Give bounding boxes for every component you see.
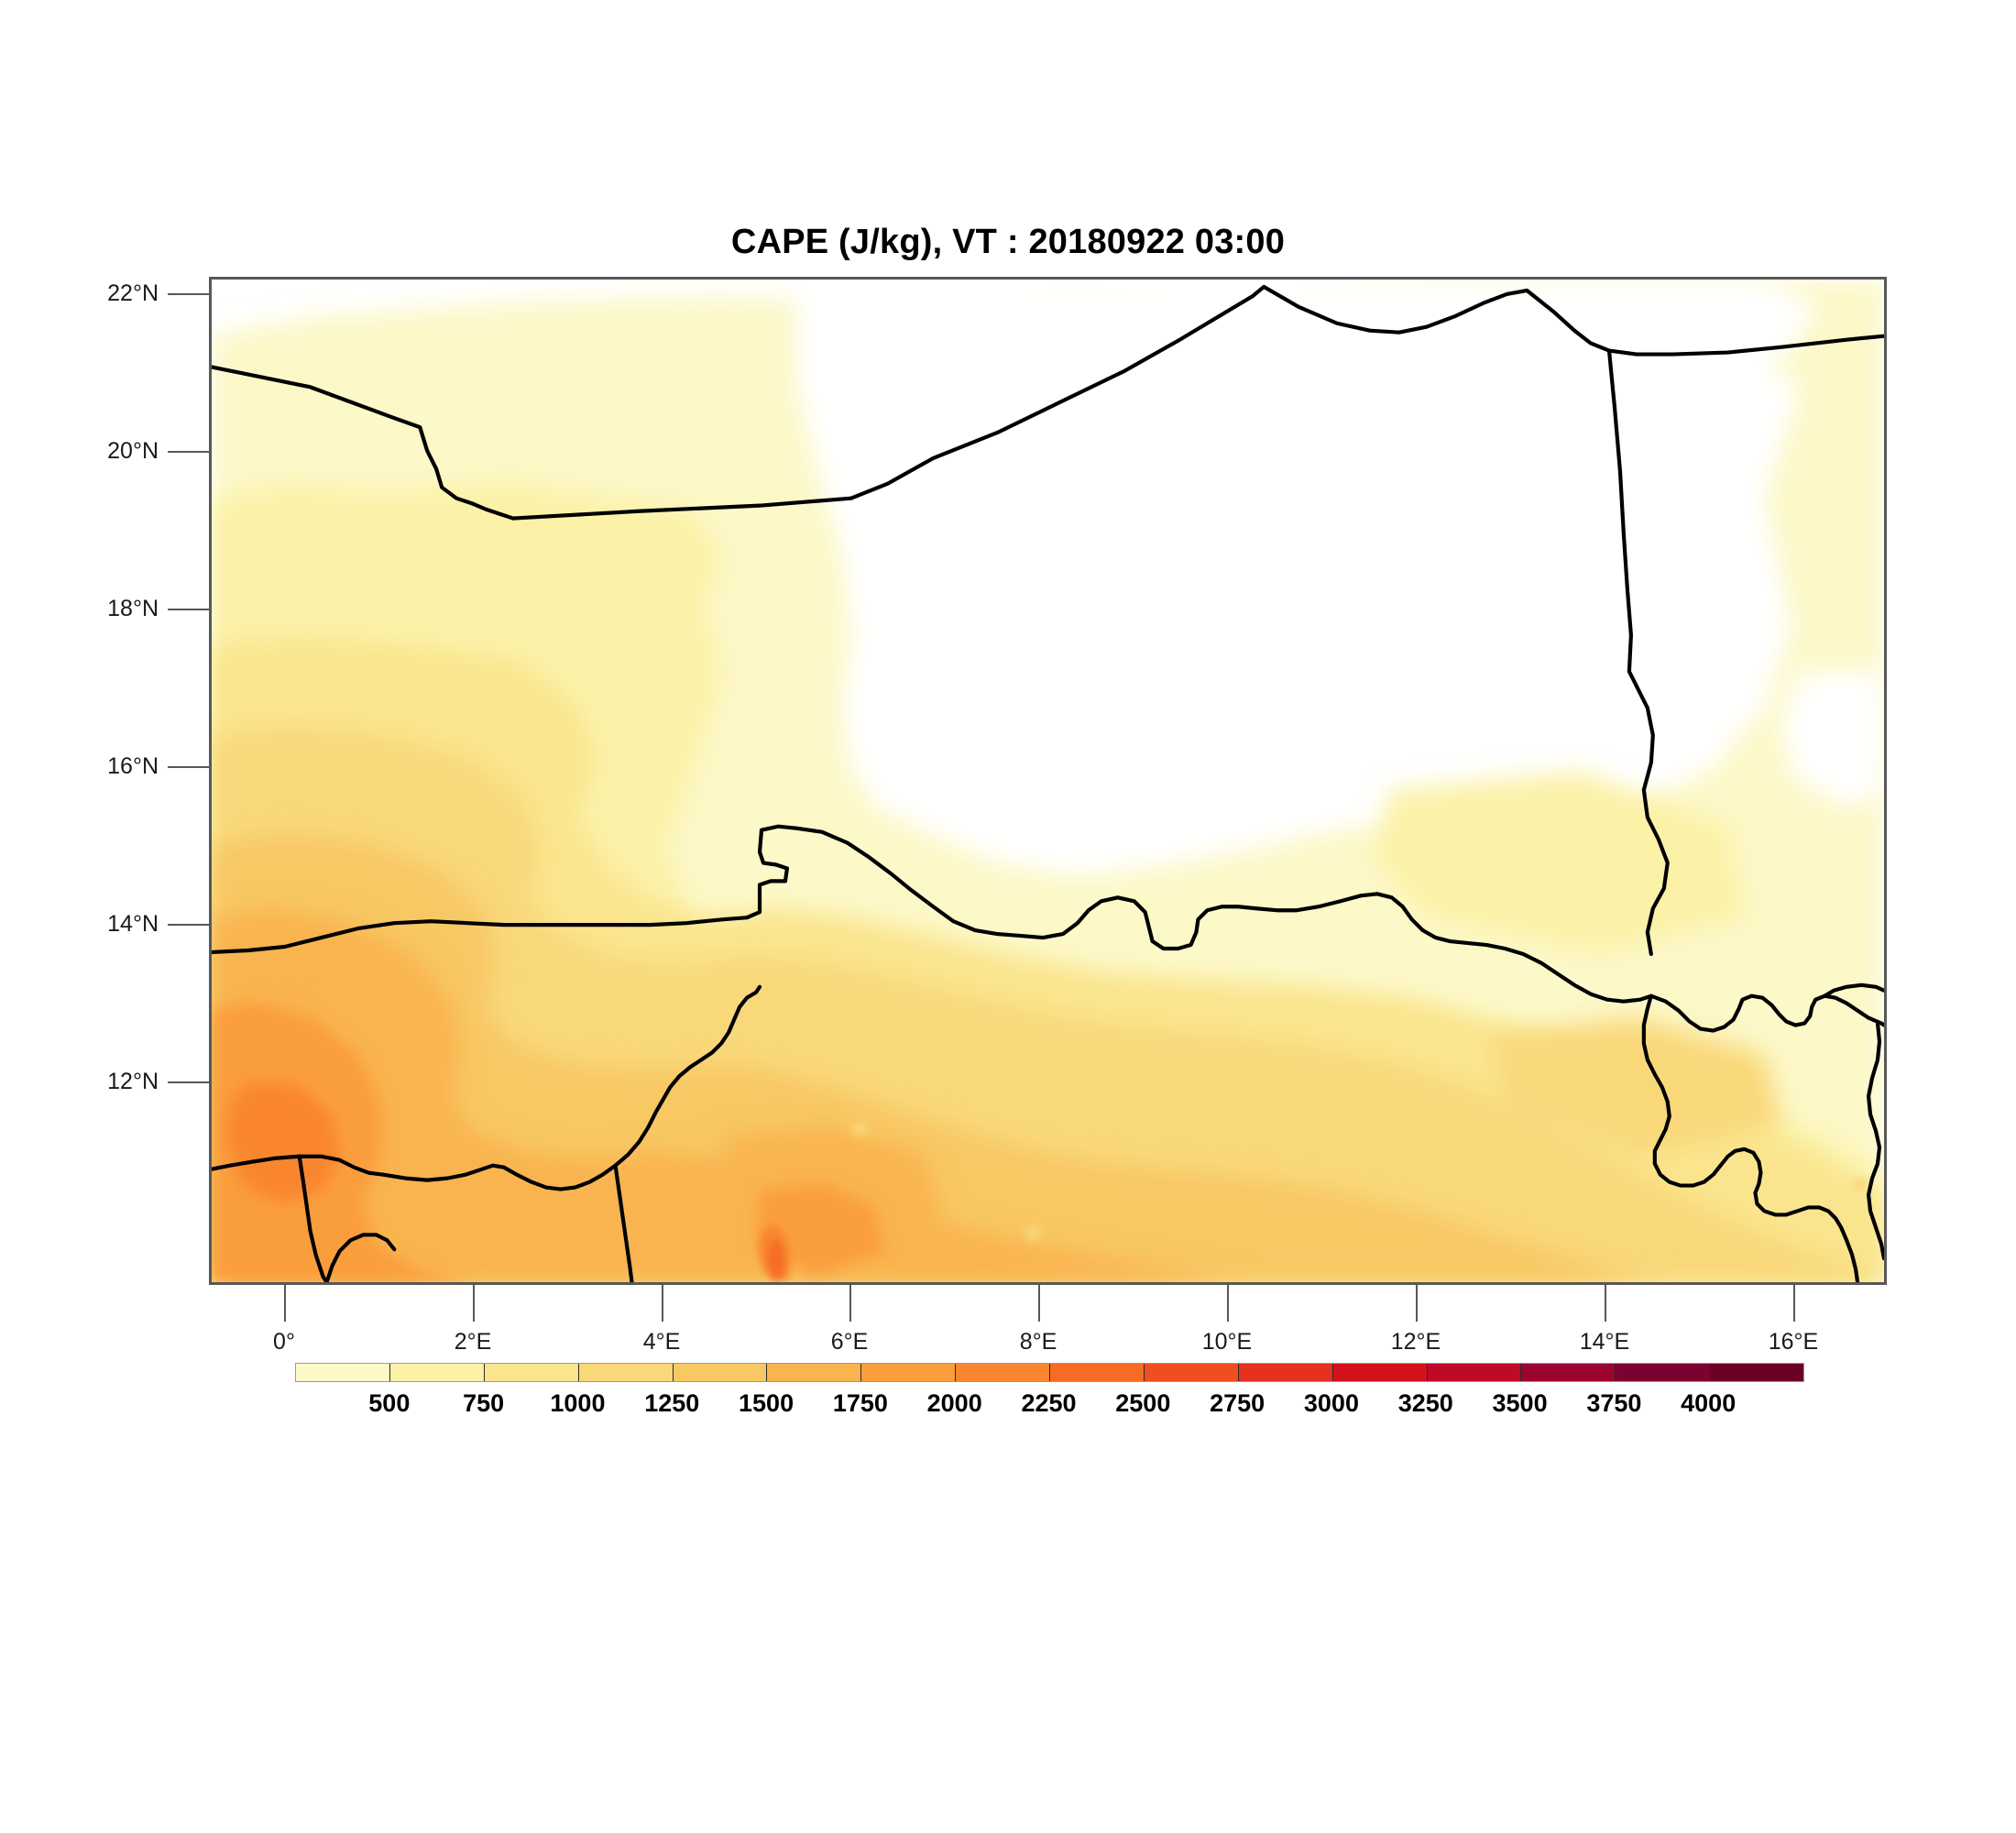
colorbar-segment-5 — [767, 1364, 862, 1381]
y-tick-14 — [168, 924, 209, 926]
colorbar-segment-0 — [296, 1364, 390, 1381]
colorbar-segment-2 — [484, 1364, 579, 1381]
x-tick-2 — [473, 1285, 475, 1322]
colorbar-tick-label-2250: 2250 — [1021, 1389, 1077, 1417]
colorbar-segment-10 — [1238, 1364, 1333, 1381]
x-tick-8 — [1038, 1285, 1040, 1322]
x-tick-16 — [1793, 1285, 1795, 1322]
y-tick-18 — [168, 609, 209, 610]
colorbar-tick-label-2000: 2000 — [926, 1389, 982, 1417]
colorbar-tick-label-2500: 2500 — [1115, 1389, 1171, 1417]
colorbar-tick-label-750: 750 — [463, 1389, 505, 1417]
colorbar-segment-4 — [673, 1364, 768, 1381]
y-tick-22 — [168, 293, 209, 295]
x-tick-6 — [849, 1285, 851, 1322]
cape-speckles — [251, 982, 1870, 1241]
x-tick-12 — [1416, 1285, 1418, 1322]
y-tick-label-12: 12°N — [107, 1069, 159, 1094]
colorbar-tick-label-3250: 3250 — [1397, 1389, 1453, 1417]
x-tick-10 — [1227, 1285, 1229, 1322]
colorbar-tick-label-500: 500 — [368, 1389, 411, 1417]
y-tick-label-18: 18°N — [107, 596, 159, 621]
y-tick-16 — [168, 766, 209, 768]
x-tick-label-8: 8°E — [1019, 1329, 1057, 1355]
y-tick-20 — [168, 451, 209, 453]
colorbar-segment-9 — [1144, 1364, 1239, 1381]
y-tick-label-22: 22°N — [107, 280, 159, 306]
colorbar-tick-label-3000: 3000 — [1303, 1389, 1359, 1417]
colorbar-tick-label-1250: 1250 — [644, 1389, 700, 1417]
colorbar-tick-label-3750: 3750 — [1586, 1389, 1642, 1417]
colorbar-segment-11 — [1332, 1364, 1428, 1381]
colorbar-segment-6 — [861, 1364, 957, 1381]
colorbar-tick-label-4000: 4000 — [1681, 1389, 1737, 1417]
colorbar-segment-13 — [1521, 1364, 1616, 1381]
cape-desert-void — [795, 280, 1884, 877]
colorbar — [295, 1363, 1804, 1382]
map-plot-area — [209, 277, 1887, 1285]
country-borders — [212, 284, 1884, 1282]
x-tick-label-4: 4°E — [642, 1329, 681, 1355]
x-tick-label-0: 0° — [273, 1329, 295, 1355]
x-tick-label-10: 10°E — [1201, 1329, 1253, 1355]
colorbar-tick-label-1000: 1000 — [550, 1389, 606, 1417]
colorbar-segment-15 — [1710, 1364, 1803, 1381]
x-tick-0 — [284, 1285, 286, 1322]
x-tick-14 — [1605, 1285, 1606, 1322]
x-tick-label-14: 14°E — [1579, 1329, 1630, 1355]
colorbar-segment-7 — [956, 1364, 1050, 1381]
colorbar-tick-label-1500: 1500 — [739, 1389, 794, 1417]
y-tick-label-20: 20°N — [107, 438, 159, 464]
colorbar-tick-label-3500: 3500 — [1492, 1389, 1548, 1417]
x-tick-label-2: 2°E — [454, 1329, 492, 1355]
colorbar-segment-1 — [389, 1364, 485, 1381]
cape-local-streak — [758, 1225, 791, 1282]
cape-field-svg — [212, 280, 1884, 1282]
x-tick-label-12: 12°E — [1390, 1329, 1441, 1355]
y-tick-12 — [168, 1081, 209, 1083]
y-tick-label-16: 16°N — [107, 753, 159, 779]
colorbar-segment-14 — [1616, 1364, 1711, 1381]
colorbar-segment-3 — [578, 1364, 674, 1381]
colorbar-tick-label-1750: 1750 — [832, 1389, 888, 1417]
y-tick-label-14: 14°N — [107, 911, 159, 937]
x-tick-label-16: 16°E — [1768, 1329, 1819, 1355]
colorbar-tick-label-2750: 2750 — [1210, 1389, 1265, 1417]
cape-contour-band-2000 — [225, 1081, 340, 1204]
x-tick-label-6: 6°E — [830, 1329, 869, 1355]
colorbar-segment-8 — [1050, 1364, 1145, 1381]
page-title: CAPE (J/kg), VT : 20180922 03:00 — [730, 223, 1286, 261]
x-tick-4 — [662, 1285, 663, 1322]
colorbar-segment-12 — [1427, 1364, 1522, 1381]
